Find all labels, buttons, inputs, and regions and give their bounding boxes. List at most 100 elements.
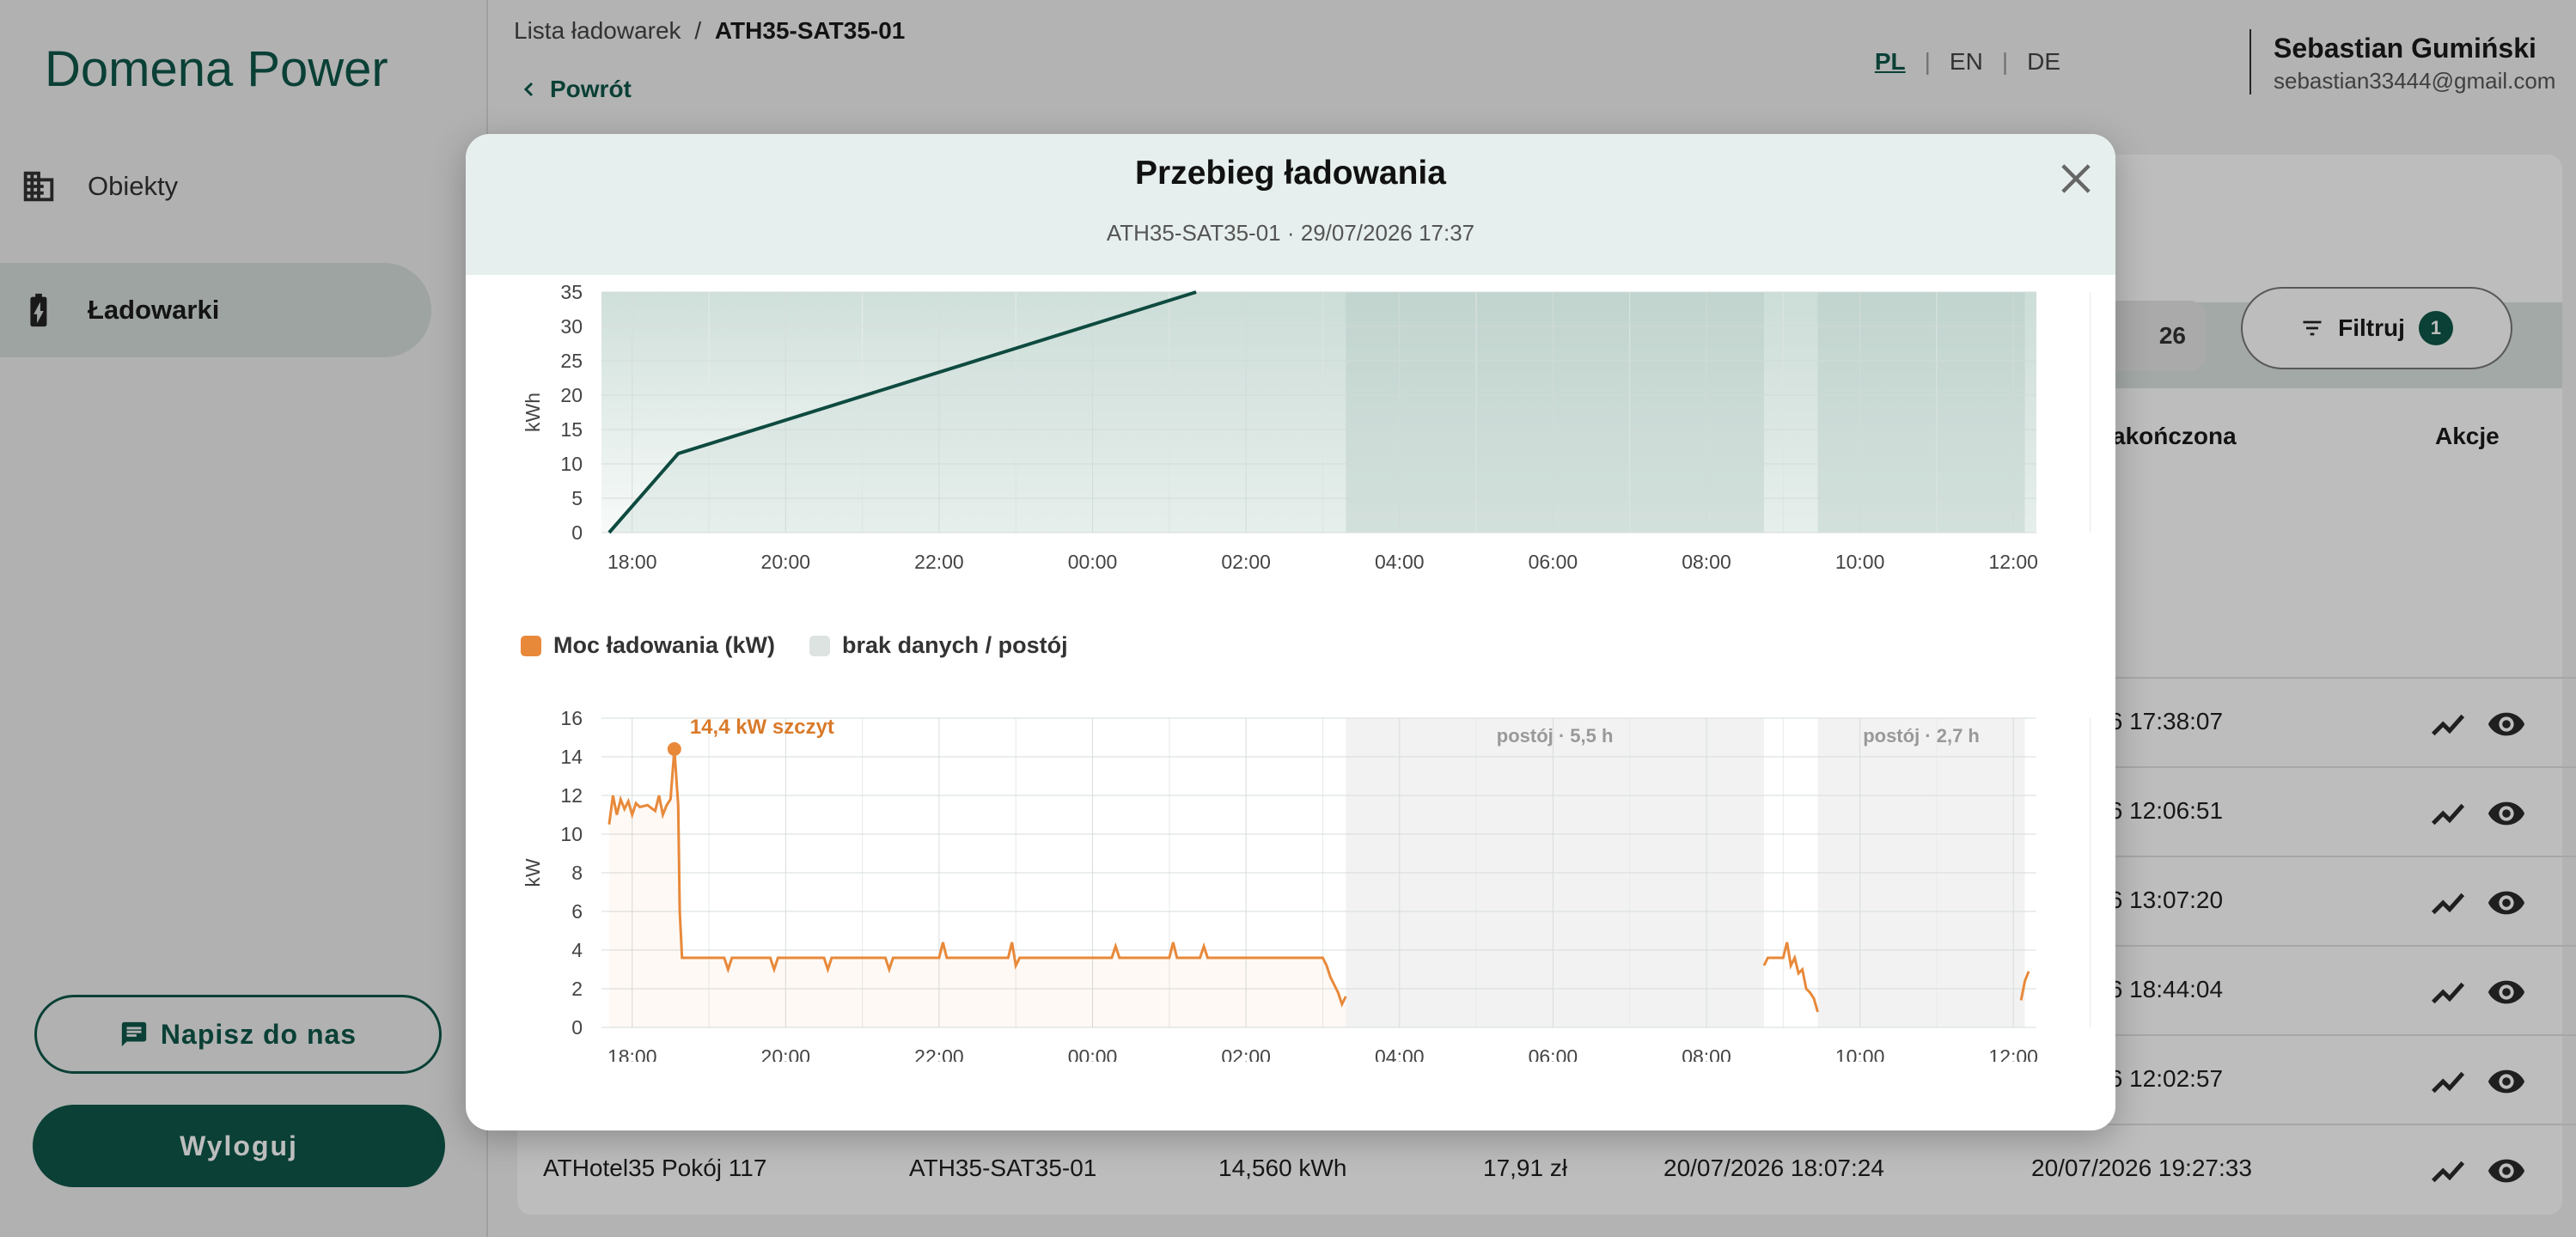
y-tick-label: 0 <box>571 521 583 544</box>
x-tick-label: 04:00 <box>1375 551 1425 573</box>
charger-icon <box>30 293 47 327</box>
top-bar: Lista ładowarek / ATH35-SAT35-01 Powrót … <box>488 0 2576 131</box>
y-tick-label: 10 <box>560 453 583 475</box>
back-link[interactable]: Powrót <box>519 76 632 103</box>
power-chart-svg: 18:00 20:00 22:00 00:00 02:00 04:00 06:00 08:00… <box>522 707 2091 1062</box>
x-tick-label: 04:00 <box>1375 1045 1425 1062</box>
sidebar-item-label: Obiekty <box>88 171 179 201</box>
language-switcher: PL | EN | DE <box>1875 48 2060 76</box>
eye-icon[interactable] <box>2487 794 2526 833</box>
power-line <box>1762 941 1819 1013</box>
x-tick-label: 02:00 <box>1221 1045 1271 1062</box>
back-label: Powrót <box>550 76 632 102</box>
table-row[interactable]: ATHotel35 Pokój 117 ATH35-SAT35-01 14,560 … <box>488 1124 2576 1215</box>
chart-icon[interactable] <box>2428 972 2468 1012</box>
close-icon[interactable] <box>2054 156 2098 201</box>
column-header-ended[interactable]: akończona <box>2112 423 2237 449</box>
cell-end: 20/07/2026 19:27:33 <box>2031 1155 2252 1181</box>
gap-label: postój · 2,7 h <box>1863 725 1980 746</box>
chart-icon[interactable] <box>2428 794 2468 833</box>
lang-en[interactable]: EN <box>1949 48 1983 75</box>
eye-icon[interactable] <box>2487 1151 2526 1191</box>
breadcrumb-current: ATH35-SAT35-01 <box>714 17 906 44</box>
lang-pl[interactable]: PL <box>1874 48 1906 75</box>
eye-icon[interactable] <box>2487 883 2526 923</box>
user-info[interactable]: Sebastian Gumiński sebastian33444@gmail.… <box>2274 33 2562 94</box>
y-tick-label: 20 <box>560 384 583 406</box>
x-tick-label: 10:00 <box>1835 551 1885 573</box>
power-line <box>2019 971 2030 1001</box>
breadcrumb-parent[interactable]: Lista ładowarek <box>514 17 681 44</box>
eye-icon[interactable] <box>2487 972 2526 1012</box>
y-tick-label: 5 <box>571 487 583 509</box>
legend-swatch-gap <box>809 635 831 656</box>
x-tick-label: 08:00 <box>1682 551 1731 573</box>
x-tick-label: 22:00 <box>914 551 964 573</box>
legend-label-gap: brak danych / postój <box>842 632 1068 658</box>
chart-legend: Moc ładowania (kW) brak danych / postój <box>521 632 1068 659</box>
logo-text: Domena Power <box>45 41 388 97</box>
row-actions <box>2428 1062 2526 1101</box>
y-tick-label: 2 <box>571 978 583 1000</box>
legend-item-power[interactable]: Moc ładowania (kW) <box>521 632 775 659</box>
y-tick-label: 35 <box>560 281 583 303</box>
x-tick-label: 02:00 <box>1221 551 1271 573</box>
y-axis-label: kW <box>522 858 544 887</box>
gap-band <box>1817 292 2025 533</box>
chart-icon[interactable] <box>2428 1062 2468 1101</box>
sidebar-item-obiekty[interactable]: Obiekty <box>0 139 431 234</box>
sidebar: Domena Power Obiekty Ładowarki Napisz do… <box>0 0 488 1237</box>
logout-button[interactable]: Wyloguj <box>33 1105 445 1187</box>
x-tick-label: 10:00 <box>1835 1045 1885 1062</box>
row-actions <box>2428 704 2526 744</box>
y-tick-label: 30 <box>560 315 583 338</box>
power-line <box>607 748 1347 1008</box>
user-name: Sebastian Gumiński <box>2274 33 2536 64</box>
x-tick-label: 18:00 <box>607 1045 657 1062</box>
contact-button[interactable]: Napisz do nas <box>34 995 442 1074</box>
domena-power-logo[interactable]: Domena Power <box>45 19 440 105</box>
lang-separator: | <box>1924 48 1931 75</box>
contact-label: Napisz do nas <box>160 1018 357 1050</box>
x-tick-label: 06:00 <box>1529 551 1578 573</box>
row-actions <box>2428 1151 2526 1191</box>
y-tick-label: 10 <box>560 823 583 845</box>
building-icon <box>23 171 54 202</box>
chart-icon[interactable] <box>2428 1151 2468 1191</box>
chevron-left-icon <box>523 82 534 97</box>
legend-swatch-power <box>521 635 541 656</box>
x-tick-label: 00:00 <box>1068 1045 1118 1062</box>
user-email: sebastian33444@gmail.com <box>2274 68 2556 94</box>
x-tick-label: 08:00 <box>1682 1045 1731 1062</box>
x-tick-label: 18:00 <box>607 551 657 573</box>
y-tick-label: 12 <box>560 784 583 807</box>
y-tick-label: 25 <box>560 350 583 372</box>
y-tick-label: 14 <box>560 746 583 768</box>
sidebar-item-label: Ładowarki <box>88 295 220 325</box>
gap-band <box>1346 292 1764 533</box>
filter-button[interactable]: Filtruj 1 <box>2241 287 2512 369</box>
chart-icon[interactable] <box>2428 704 2468 744</box>
sidebar-item-ladowarki[interactable]: Ładowarki <box>0 263 431 357</box>
legend-label-power: Moc ładowania (kW) <box>553 632 776 658</box>
chat-icon <box>121 1021 147 1047</box>
x-tick-label: 00:00 <box>1068 551 1118 573</box>
column-header-actions: Akcje <box>2435 423 2500 449</box>
legend-item-gap[interactable]: brak danych / postój <box>809 632 1068 659</box>
cell-cost: 17,91 zł <box>1483 1155 1568 1181</box>
eye-icon[interactable] <box>2487 704 2526 744</box>
eye-icon[interactable] <box>2487 1062 2526 1101</box>
modal-subtitle: ATH35-SAT35-01 · 29/07/2026 17:37 <box>1106 220 1475 246</box>
x-tick-label: 12:00 <box>1988 1045 2038 1062</box>
user-divider <box>2249 29 2251 94</box>
x-tick-label: 22:00 <box>914 1045 964 1062</box>
energy-line <box>607 290 1197 534</box>
chart-icon[interactable] <box>2428 883 2468 923</box>
cell-start: 20/07/2026 18:07:24 <box>1663 1155 1884 1181</box>
breadcrumb: Lista ładowarek / ATH35-SAT35-01 <box>514 17 905 45</box>
cell-energy: 14,560 kWh <box>1218 1155 1347 1181</box>
x-tick-label: 12:00 <box>1988 551 2038 573</box>
lang-separator: | <box>2001 48 2009 75</box>
lang-de[interactable]: DE <box>2027 48 2060 75</box>
energy-chart-svg: 18:00 20:00 22:00 00:00 02:00 04:00 06:00 08:00… <box>522 281 2091 573</box>
